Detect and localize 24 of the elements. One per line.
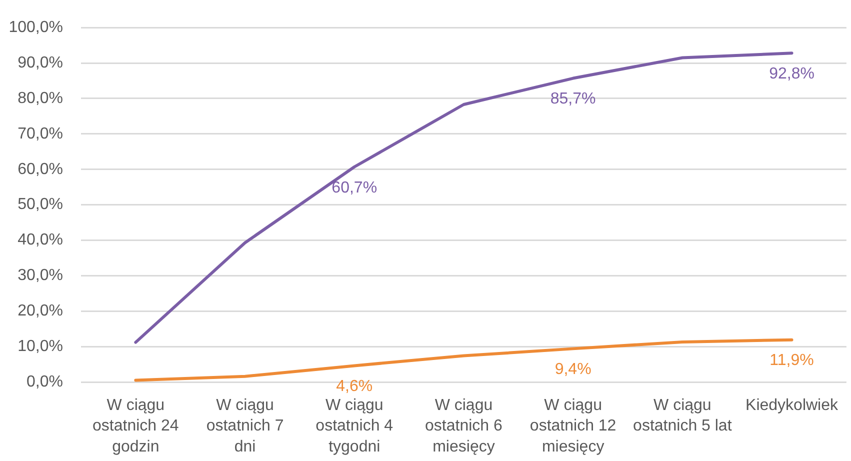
y-tick-label: 20,0%: [18, 302, 63, 320]
y-tick-label: 70,0%: [18, 125, 63, 142]
data-label: 85,7%: [550, 90, 596, 108]
y-tick-label: 50,0%: [18, 196, 63, 214]
x-tick-label: W ciągu ostatnich 7 dni: [206, 396, 284, 456]
x-tick-label: W ciągu ostatnich 6 miesięcy: [425, 396, 503, 456]
data-label: 92,8%: [769, 66, 814, 83]
x-tick-label: W ciągu ostatnich 4 tygodni: [316, 396, 394, 456]
data-label: 11,9%: [770, 352, 814, 370]
y-tick-label: 30,0%: [18, 267, 63, 284]
y-tick-label: 10,0%: [18, 338, 63, 355]
x-tick-label: W ciągu ostatnich 12 miesięcy: [530, 396, 616, 456]
x-tick-label: W ciągu ostatnich 5 lat: [633, 396, 732, 435]
y-tick-label: 90,0%: [18, 54, 63, 72]
y-tick-label: 80,0%: [18, 90, 63, 107]
y-tick-label: 40,0%: [18, 232, 63, 249]
data-label: 4,6%: [336, 378, 373, 396]
y-tick-label: 0,0%: [26, 373, 63, 390]
x-tick-label: W ciągu ostatnich 24 godzin: [92, 396, 179, 456]
y-tick-label: 100,0%: [8, 19, 63, 36]
data-label: 60,7%: [332, 179, 378, 196]
y-tick-label: 60,0%: [18, 160, 63, 178]
x-tick-label: Kiedykolwiek: [746, 396, 839, 414]
data-label: 9,4%: [554, 361, 592, 378]
